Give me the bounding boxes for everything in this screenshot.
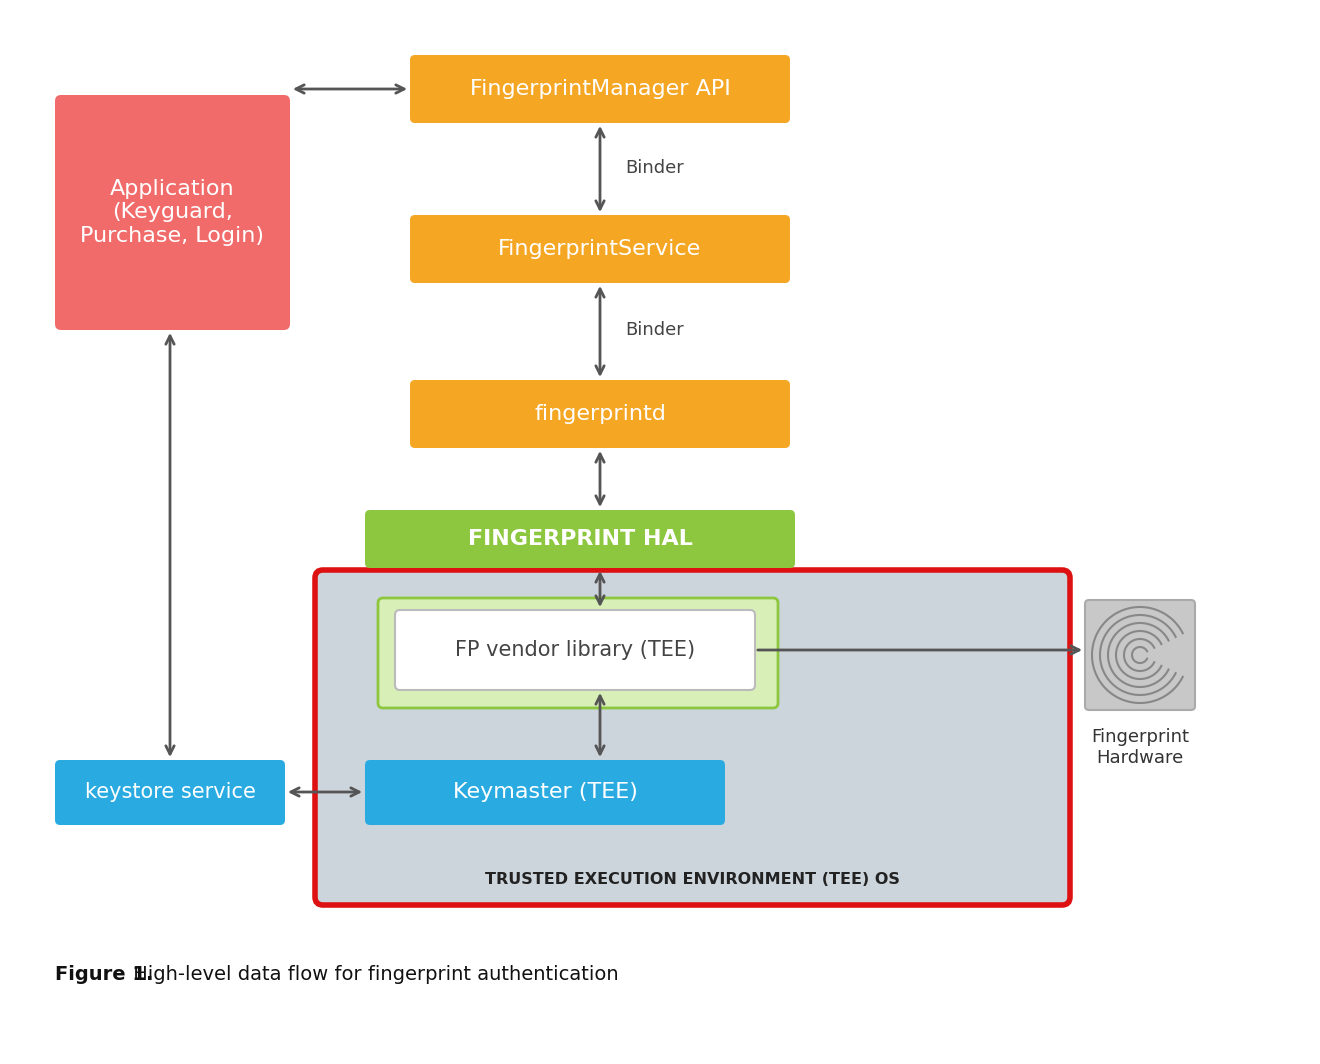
- FancyBboxPatch shape: [411, 55, 789, 123]
- Text: fingerprintd: fingerprintd: [535, 404, 665, 423]
- Text: FingerprintService: FingerprintService: [499, 239, 702, 259]
- Text: High-level data flow for fingerprint authentication: High-level data flow for fingerprint aut…: [127, 965, 619, 984]
- FancyBboxPatch shape: [395, 610, 755, 689]
- Text: Binder: Binder: [624, 321, 684, 339]
- FancyBboxPatch shape: [1085, 600, 1195, 710]
- Text: keystore service: keystore service: [84, 782, 256, 802]
- Text: Keymaster (TEE): Keymaster (TEE): [453, 782, 638, 802]
- Text: TRUSTED EXECUTION ENVIRONMENT (TEE) OS: TRUSTED EXECUTION ENVIRONMENT (TEE) OS: [484, 872, 900, 887]
- FancyBboxPatch shape: [366, 510, 795, 568]
- FancyBboxPatch shape: [315, 570, 1071, 905]
- Text: Fingerprint
Hardware: Fingerprint Hardware: [1092, 728, 1189, 767]
- Text: FP vendor library (TEE): FP vendor library (TEE): [455, 641, 696, 660]
- Text: Application
(Keyguard,
Purchase, Login): Application (Keyguard, Purchase, Login): [81, 180, 264, 246]
- Text: Figure 1.: Figure 1.: [55, 965, 153, 984]
- FancyBboxPatch shape: [411, 380, 789, 448]
- FancyBboxPatch shape: [378, 598, 777, 708]
- FancyBboxPatch shape: [411, 215, 789, 283]
- Text: FINGERPRINT HAL: FINGERPRINT HAL: [467, 529, 693, 549]
- FancyBboxPatch shape: [55, 760, 285, 825]
- Text: Binder: Binder: [624, 159, 684, 177]
- Text: FingerprintManager API: FingerprintManager API: [470, 79, 730, 99]
- FancyBboxPatch shape: [55, 95, 290, 330]
- FancyBboxPatch shape: [366, 760, 725, 825]
